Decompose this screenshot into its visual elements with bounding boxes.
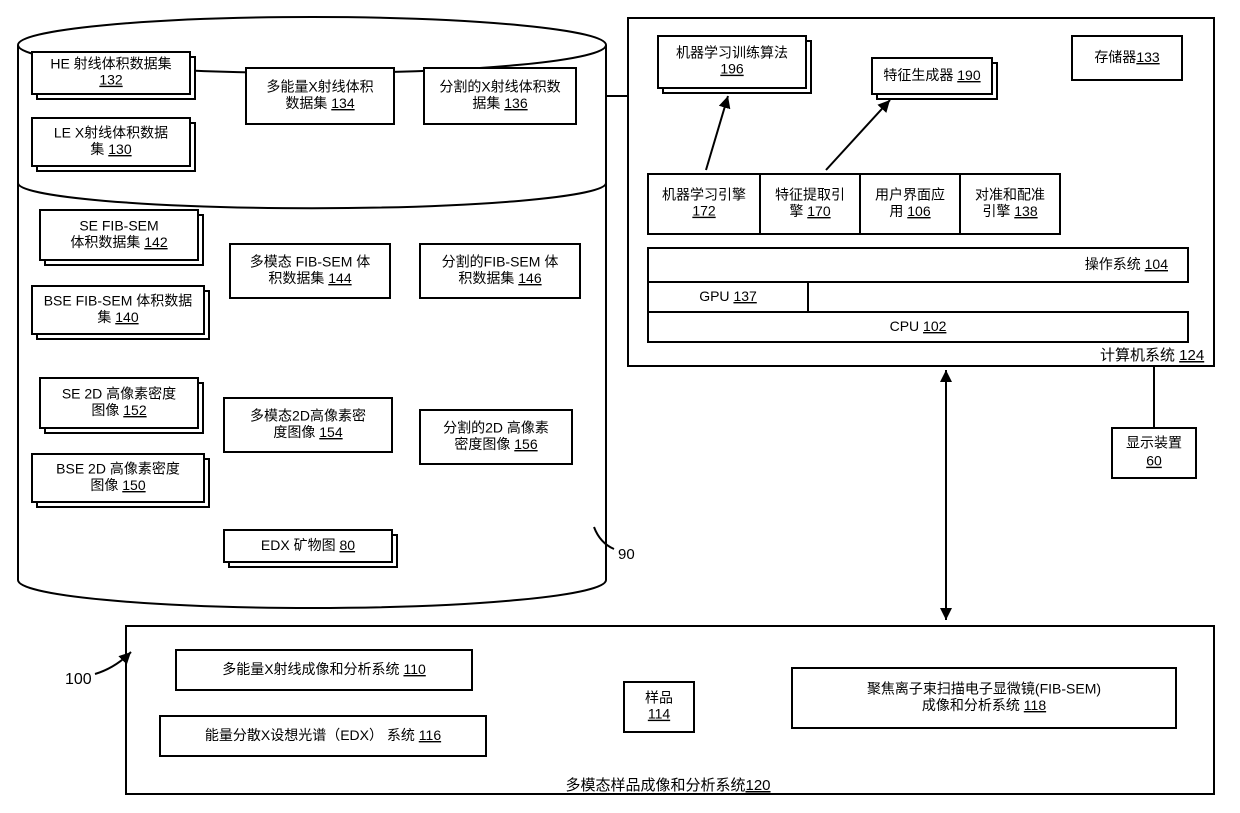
svg-text:机器学习引擎: 机器学习引擎 <box>662 187 746 203</box>
svg-text:集 130: 集 130 <box>90 141 131 157</box>
svg-text:SE 2D 高像素密度: SE 2D 高像素密度 <box>62 386 176 402</box>
node-fibsem-sys: 成像和分析系统 118 <box>792 668 1176 728</box>
node-feat-gen: 特征生成器 190 <box>872 58 997 99</box>
svg-text:多模态 FIB-SEM 体: 多模态 FIB-SEM 体 <box>250 254 371 270</box>
svg-text:多模态2D高像素密: 多模态2D高像素密 <box>250 408 366 424</box>
svg-text:对准和配准: 对准和配准 <box>975 187 1045 203</box>
svg-text:特征提取引: 特征提取引 <box>775 187 845 203</box>
svg-text:114: 114 <box>648 706 671 722</box>
svg-text:60: 60 <box>1146 453 1162 469</box>
svg-text:100: 100 <box>65 671 92 688</box>
svg-text:特征生成器 190: 特征生成器 190 <box>883 67 980 83</box>
svg-text:操作系统 104: 操作系统 104 <box>1085 256 1168 272</box>
svg-text:据集 136: 据集 136 <box>472 95 527 111</box>
svg-text:分割的FIB-SEM 体: 分割的FIB-SEM 体 <box>442 254 559 270</box>
svg-text:BSE FIB-SEM 体积数据: BSE FIB-SEM 体积数据 <box>44 293 193 309</box>
node-edx-map: EDX 矿物图 80 <box>224 530 397 567</box>
node-feat-ext: 擎 170 <box>760 174 860 234</box>
svg-text:172: 172 <box>692 203 716 219</box>
svg-text:90: 90 <box>618 546 635 563</box>
node-seg-2d: 密度图像 156 <box>420 410 572 464</box>
svg-text:CPU 102: CPU 102 <box>890 318 947 334</box>
svg-text:BSE 2D 高像素密度: BSE 2D 高像素密度 <box>56 461 180 477</box>
svg-text:积数据集 144: 积数据集 144 <box>268 270 351 286</box>
svg-text:196: 196 <box>720 61 744 77</box>
svg-text:多能量X射线成像和分析系统 110: 多能量X射线成像和分析系统 110 <box>222 661 426 677</box>
svg-text:存储器133: 存储器133 <box>1094 49 1160 65</box>
svg-text:EDX 矿物图 80: EDX 矿物图 80 <box>261 537 355 553</box>
node-mm-fibsem: 积数据集 144 <box>230 244 390 298</box>
svg-text:多能量X射线体积: 多能量X射线体积 <box>266 79 373 95</box>
svg-text:积数据集 146: 积数据集 146 <box>458 270 541 286</box>
svg-text:数据集 134: 数据集 134 <box>285 95 354 111</box>
svg-text:用 106: 用 106 <box>889 203 930 219</box>
svg-text:样品: 样品 <box>645 690 673 706</box>
svg-text:HE 射线体积数据集: HE 射线体积数据集 <box>50 56 171 72</box>
svg-text:图像 152: 图像 152 <box>91 402 146 418</box>
svg-text:图像 150: 图像 150 <box>90 477 145 493</box>
node-seg-fibsem: 积数据集 146 <box>420 244 580 298</box>
svg-text:体积数据集 142: 体积数据集 142 <box>70 234 167 250</box>
node-align: 引擎 138 <box>960 174 1060 234</box>
svg-text:擎 170: 擎 170 <box>789 203 830 219</box>
svg-text:132: 132 <box>99 72 123 88</box>
node-mm-2d: 度图像 154 <box>224 398 392 452</box>
svg-text:机器学习训练算法: 机器学习训练算法 <box>676 45 788 61</box>
svg-text:SE FIB-SEM: SE FIB-SEM <box>79 218 158 234</box>
svg-text:能量分散X设想光谱（EDX） 系统 116: 能量分散X设想光谱（EDX） 系统 116 <box>205 727 441 743</box>
svg-text:度图像 154: 度图像 154 <box>273 424 342 440</box>
svg-text:分割的X射线体积数: 分割的X射线体积数 <box>439 79 560 95</box>
node-ui-app: 用 106 <box>860 174 960 234</box>
svg-text:密度图像 156: 密度图像 156 <box>454 436 537 452</box>
node-edx-sys: 能量分散X设想光谱（EDX） 系统 116 <box>160 716 486 756</box>
svg-text:引擎 138: 引擎 138 <box>982 203 1037 219</box>
node-seg-x: 据集 136 <box>424 68 576 124</box>
node-multi-e-sys: 多能量X射线成像和分析系统 110 <box>176 650 472 690</box>
svg-text:成像和分析系统 118: 成像和分析系统 118 <box>922 697 1046 713</box>
svg-text:显示装置: 显示装置 <box>1126 435 1182 451</box>
svg-text:聚焦离子束扫描电子显微镜(FIB-SEM): 聚焦离子束扫描电子显微镜(FIB-SEM) <box>867 681 1101 697</box>
svg-text:计算机系统 124: 计算机系统 124 <box>1100 346 1204 364</box>
svg-text:LE X射线体积数据: LE X射线体积数据 <box>54 125 168 141</box>
svg-text:GPU 137: GPU 137 <box>699 288 757 304</box>
data-store-cylinder: 数据集 134 据集 136 集 130 体积数据集 142 积数据集 144 积数据集 … <box>18 17 606 608</box>
svg-text:多模态样品成像和分析系统120: 多模态样品成像和分析系统120 <box>565 777 770 794</box>
svg-text:分割的2D 高像素: 分割的2D 高像素 <box>443 420 549 436</box>
svg-text:用户界面应: 用户界面应 <box>875 187 945 203</box>
node-multie-x: 数据集 134 <box>246 68 394 124</box>
svg-text:集 140: 集 140 <box>97 309 138 325</box>
